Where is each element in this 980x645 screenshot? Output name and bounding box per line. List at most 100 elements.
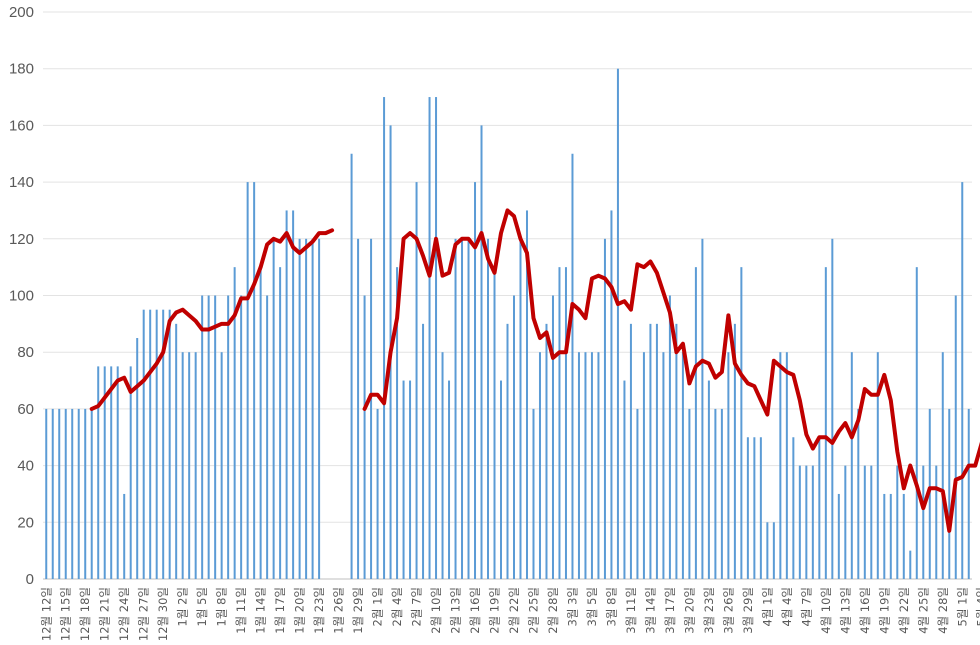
bar (188, 352, 191, 579)
bar (116, 366, 119, 580)
bar (253, 182, 256, 579)
y-tick-label: 100 (9, 288, 34, 305)
bar (740, 267, 743, 579)
bar (123, 493, 126, 579)
bar (480, 125, 483, 580)
bar (551, 295, 554, 579)
bar (922, 465, 925, 579)
bar (948, 408, 951, 579)
bar (844, 465, 847, 579)
y-tick-label: 140 (9, 174, 34, 191)
x-tick-label: 4월 19일 (877, 587, 891, 634)
y-axis-tick-labels: 0 20 40 60 80 100 120 140 160 180 200 (9, 4, 34, 588)
bar (850, 352, 853, 579)
bar (409, 380, 412, 579)
x-tick-label: 4월 7일 (799, 587, 813, 626)
bar (454, 238, 457, 580)
bar (818, 437, 821, 579)
bar (824, 267, 827, 579)
x-tick-label: 12월 18일 (78, 587, 92, 641)
x-tick-label: 3월 23일 (702, 587, 716, 634)
bar (84, 408, 87, 579)
y-tick-label: 80 (17, 344, 34, 361)
bar (967, 408, 970, 579)
y-tick-label: 60 (17, 401, 34, 418)
bar (110, 366, 113, 580)
x-tick-label: 2월 1일 (371, 587, 385, 626)
x-tick-label: 4월 16일 (858, 587, 872, 634)
bar (142, 309, 145, 579)
x-tick-label: 2월 7일 (410, 587, 424, 626)
bar (785, 352, 788, 579)
y-tick-label: 40 (17, 458, 34, 475)
bar (513, 295, 515, 579)
x-tick-label: 2월 25일 (526, 587, 540, 634)
x-tick-label: 12월 15일 (59, 587, 73, 641)
bar-series (45, 68, 970, 580)
bar (688, 408, 691, 579)
bar (681, 352, 684, 579)
bar (129, 366, 132, 580)
bar (532, 408, 535, 579)
bar (357, 238, 360, 580)
bar (220, 352, 223, 579)
bar (538, 352, 541, 579)
bar (181, 352, 184, 579)
bar (383, 97, 386, 580)
bar (792, 437, 795, 579)
bar (474, 182, 477, 579)
bar (51, 408, 54, 579)
trend-line (89, 228, 335, 411)
x-tick-label: 4월 25일 (916, 587, 930, 634)
bar (71, 408, 74, 579)
x-tick-label: 1월 5일 (195, 587, 209, 626)
bar (350, 153, 353, 579)
bar (402, 380, 405, 579)
bar (584, 352, 587, 579)
bar (259, 267, 262, 579)
bar (883, 493, 886, 579)
bar (889, 493, 892, 579)
bar (831, 238, 834, 580)
y-tick-label: 20 (17, 514, 34, 531)
bar (727, 352, 730, 579)
bar (448, 380, 451, 579)
bar (759, 437, 762, 579)
bar (396, 267, 399, 579)
x-tick-label: 3월 14일 (643, 587, 657, 634)
bar (701, 238, 704, 580)
x-tick-label: 3월 3일 (565, 587, 579, 626)
bar (376, 408, 379, 579)
bar (616, 68, 619, 579)
bar (525, 210, 528, 579)
x-tick-label: 12월 30일 (156, 587, 170, 641)
bar (603, 238, 606, 580)
x-tick-label: 3월 29일 (741, 587, 755, 634)
bar (805, 465, 808, 579)
bar (97, 366, 100, 580)
bar (636, 408, 639, 579)
x-tick-label: 2월 10일 (429, 587, 443, 634)
bar (772, 522, 775, 579)
bar (279, 267, 282, 579)
bar (811, 465, 814, 579)
bar (201, 295, 204, 579)
bar (954, 295, 957, 579)
bar (168, 309, 171, 579)
bar (837, 493, 840, 579)
bar (545, 323, 548, 579)
bar (266, 295, 269, 579)
bar (961, 182, 964, 579)
x-tick-label: 2월 19일 (488, 587, 502, 634)
bar (577, 352, 580, 579)
bar (149, 309, 152, 579)
bar (415, 182, 418, 579)
bar (233, 267, 236, 579)
x-tick-label: 2월 28일 (546, 587, 560, 634)
bar (136, 338, 139, 579)
bar (571, 153, 574, 579)
y-tick-label: 160 (9, 117, 34, 134)
bar (870, 465, 873, 579)
bar (753, 437, 756, 579)
